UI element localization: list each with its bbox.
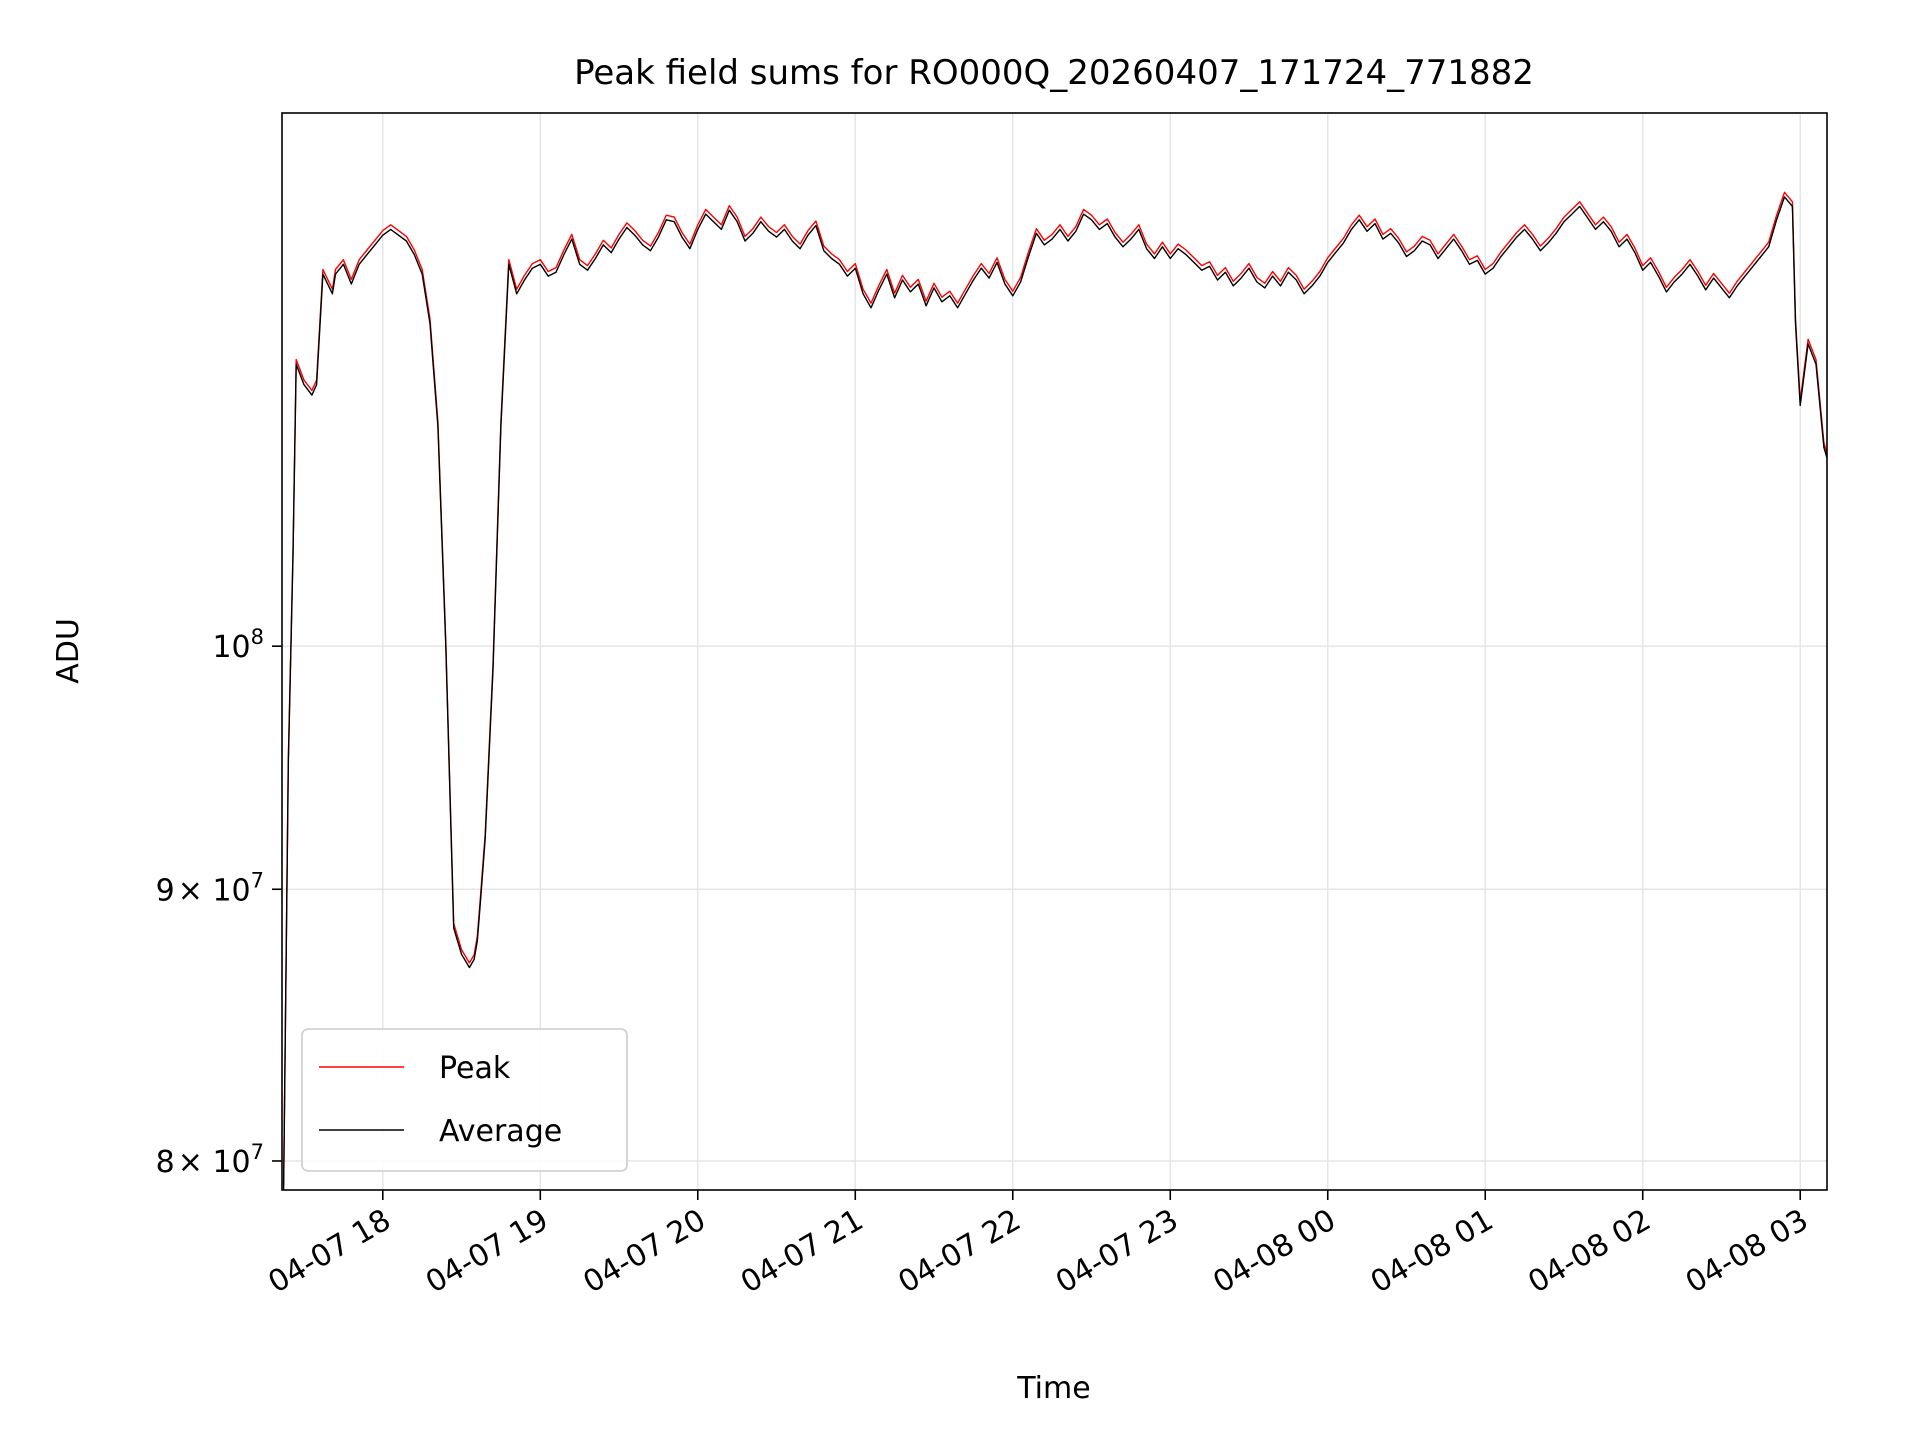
legend-box — [301, 1028, 628, 1172]
y-tick-label-base: 10 — [212, 1145, 250, 1180]
y-tick-label-base: 10 — [212, 630, 250, 665]
series-line-peak — [282, 191, 1828, 1186]
y-axis-label: ADU — [51, 618, 86, 684]
legend-label-peak: Peak — [439, 1051, 511, 1086]
y-tick-label: 108 — [212, 625, 264, 665]
y-tick-label-exp: 7 — [251, 868, 264, 892]
y-tick-label-mantissa: 8 — [156, 1145, 175, 1180]
x-axis-label: Time — [1016, 1371, 1090, 1406]
y-tick-label: 8 × 107 — [156, 1140, 264, 1180]
y-tick-label-exp: 7 — [251, 1140, 264, 1164]
grid — [282, 113, 1827, 1190]
y-tick-label: 9 × 107 — [156, 868, 264, 908]
legend: Peak Average — [301, 1028, 628, 1172]
series-line-average — [282, 196, 1828, 1191]
plot-frame — [281, 112, 1828, 1191]
y-tick-label-exp: 8 — [251, 625, 264, 649]
series-lines — [282, 191, 1828, 1191]
legend-label-average: Average — [439, 1114, 562, 1149]
y-tick-label-mantissa: 9 — [156, 873, 175, 908]
y-tick-label-times: × — [178, 873, 203, 908]
chart-title: Peak field sums for RO000Q_20260407_1717… — [574, 53, 1534, 93]
y-tick-label-times: × — [178, 1145, 203, 1180]
y-tick-label-base: 10 — [212, 873, 250, 908]
